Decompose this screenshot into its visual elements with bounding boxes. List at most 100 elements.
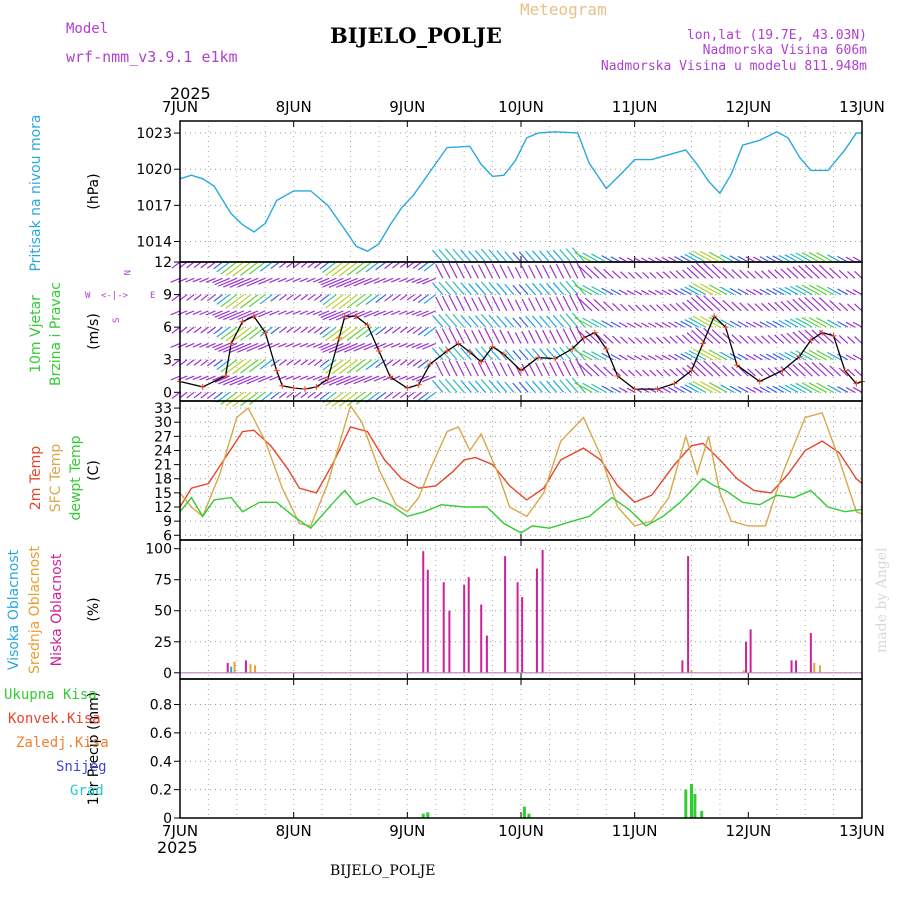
wind-barb [711,329,728,344]
wind-barb [559,314,572,328]
wind-barb [200,294,209,301]
wind-barb [293,261,302,268]
wind-speed-marker [444,348,451,355]
wind-barb [346,294,366,309]
wind-barb [852,289,863,296]
wind-barb [684,384,699,393]
wind-barb [525,380,536,393]
wind-barb [518,381,529,393]
wind-barb [786,332,799,344]
wind-barb [232,294,252,310]
wind-barb [213,294,223,302]
wind-barb [338,359,358,375]
wind-barb [552,249,565,263]
y-unit-label: 1hr Precip (mm) [86,692,102,805]
wind-barb [200,391,209,399]
wind-barb [300,261,309,268]
wind-barb [640,289,650,296]
wind-barb [675,367,685,377]
wind-barb [213,326,223,335]
wind-barb [737,288,749,296]
wind-barb [772,320,785,328]
wind-barb [432,282,444,295]
series-bar [249,664,252,673]
wind-speed-marker [313,383,320,390]
wind-barb [729,385,742,393]
wind-barb [691,297,707,312]
wind-barb [306,342,316,348]
wind-speed-marker [631,386,638,393]
wind-barb [240,326,259,342]
wind-barb [432,347,444,361]
wind-barb [269,277,280,284]
wind-barb [569,327,579,344]
wind-barb [754,335,763,344]
wind-barb [322,342,344,353]
wind-barb [790,318,806,328]
wind-speed-marker [807,337,814,344]
wind-barb [286,359,295,366]
wind-barb [801,382,820,393]
wind-barb [331,294,351,310]
wind-barb [562,295,572,312]
wind-barb [259,359,273,370]
wind-barb [686,267,700,279]
wind-speed-marker [853,380,860,387]
precipitation-panel: 0 0.2 0.4 0.6 0.8 1hr Precip (mm) [86,678,863,827]
wind-barb [684,286,699,296]
wind-speed-marker [222,373,229,380]
wind-barb [747,270,756,279]
wind-barb [582,285,600,296]
y-unit-label: (%) [86,597,102,621]
wind-barb [491,296,501,312]
wind-barb [223,375,245,386]
wind-barb [229,375,252,386]
wind-barb [845,354,856,361]
wind-barb [423,294,437,304]
wind-barb [549,362,558,377]
wind-barb [601,385,614,393]
wind-barb [488,379,501,393]
wind-barb [711,264,728,279]
x-tick-label-top: 8JUN [276,98,312,116]
wind-barb [642,369,650,377]
wind-barb [686,299,700,312]
wind-barb [582,317,600,328]
wind-barb [488,249,501,263]
year-top: 2025 [170,84,211,103]
wind-barb [767,269,778,279]
compass-west: W [85,291,91,301]
wind-barb [620,336,628,344]
wind-barb [661,387,671,393]
wind-barb [319,326,330,335]
wind-barb [784,254,799,263]
wind-barb [626,387,635,393]
wind-barb [772,385,785,393]
wind-barb [398,277,408,283]
wind-barb [720,254,735,263]
wind-barb [692,283,714,296]
wind-barb [827,254,841,263]
wind-barb [392,294,401,301]
wind-barb [669,368,678,377]
wind-barb [246,310,266,320]
wind-barb [363,375,380,383]
wind-barb [542,362,550,377]
wind-barb [780,333,792,344]
wind-barb [688,317,706,328]
wind-barb [405,342,415,348]
wind-barb [731,334,742,344]
wind-barb [582,350,600,361]
wind-barb [468,315,479,328]
wind-barb [708,251,728,263]
compass-north: N [121,270,131,275]
series-line [179,404,863,527]
wind-barb [223,277,245,288]
wind-barb [331,261,351,277]
wind-speed-marker [699,340,706,347]
wind-barb [192,342,202,348]
wind-barb [521,331,529,344]
wind-barb [686,332,700,344]
wind-barb [827,384,841,393]
wind-barb [205,375,216,381]
